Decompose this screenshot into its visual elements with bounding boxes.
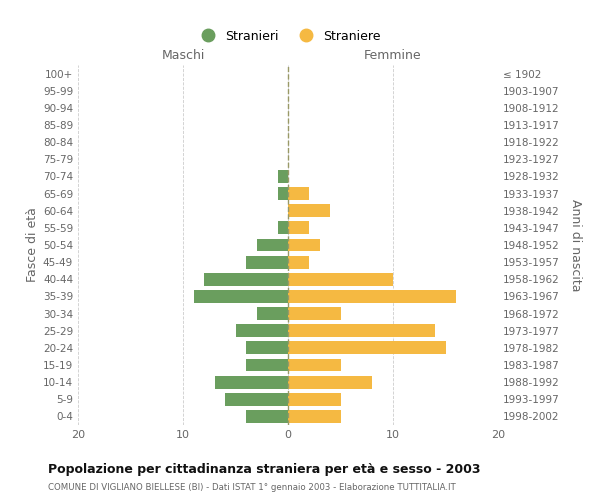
Bar (246, 410, 288, 423)
Bar (257, 238, 288, 252)
Bar (288, 342, 445, 354)
Y-axis label: Fasce di età: Fasce di età (26, 208, 39, 282)
Bar (288, 187, 309, 200)
Bar (257, 307, 288, 320)
Bar (288, 204, 330, 217)
Y-axis label: Anni di nascita: Anni di nascita (569, 198, 582, 291)
Bar (288, 358, 341, 372)
Text: COMUNE DI VIGLIANO BIELLESE (BI) - Dati ISTAT 1° gennaio 2003 - Elaborazione TUT: COMUNE DI VIGLIANO BIELLESE (BI) - Dati … (48, 482, 456, 492)
Bar (288, 222, 309, 234)
Bar (277, 187, 288, 200)
Bar (277, 170, 288, 183)
Bar (204, 273, 288, 285)
Bar (288, 238, 320, 252)
Text: Maschi: Maschi (161, 50, 205, 62)
Bar (288, 324, 435, 337)
Bar (215, 376, 288, 388)
Bar (288, 307, 341, 320)
Bar (288, 256, 309, 268)
Bar (235, 324, 288, 337)
Bar (288, 376, 372, 388)
Bar (288, 393, 341, 406)
Bar (288, 410, 341, 423)
Text: Femmine: Femmine (364, 50, 422, 62)
Legend: Stranieri, Straniere: Stranieri, Straniere (195, 30, 381, 43)
Bar (246, 342, 288, 354)
Text: Popolazione per cittadinanza straniera per età e sesso - 2003: Popolazione per cittadinanza straniera p… (48, 462, 481, 475)
Bar (288, 273, 393, 285)
Bar (288, 290, 456, 303)
Bar (193, 290, 288, 303)
Bar (246, 358, 288, 372)
Bar (246, 256, 288, 268)
Bar (277, 222, 288, 234)
Bar (225, 393, 288, 406)
